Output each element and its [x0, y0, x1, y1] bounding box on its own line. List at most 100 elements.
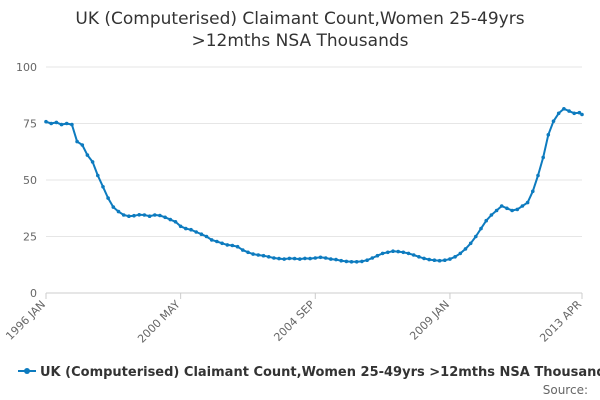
data-point: [417, 254, 421, 259]
data-point: [215, 239, 219, 244]
data-point: [272, 256, 276, 260]
data-point: [580, 112, 584, 117]
data-point: [194, 230, 198, 234]
data-point: [479, 226, 483, 231]
data-point: [292, 256, 297, 261]
gridlines: [46, 66, 582, 237]
data-point: [499, 204, 504, 208]
data-point: [121, 213, 126, 217]
data-point: [448, 257, 452, 261]
data-point: [49, 121, 53, 126]
data-point: [510, 208, 514, 213]
data-point: [380, 251, 385, 256]
data-point: [531, 189, 535, 194]
data-point: [163, 215, 167, 220]
data-point: [106, 196, 110, 200]
data-point: [375, 253, 380, 258]
data-point: [443, 258, 447, 263]
data-point: [251, 252, 255, 256]
legend[interactable]: UK (Computerised) Claimant Count,Women 2…: [18, 365, 600, 380]
data-point: [494, 208, 499, 213]
data-point: [54, 120, 59, 125]
data-point: [572, 111, 576, 116]
data-point: [116, 209, 121, 214]
data-point: [334, 257, 338, 262]
data-point: [90, 160, 95, 164]
legend-marker-swatch: [24, 368, 30, 374]
data-point: [241, 248, 245, 252]
y-tick-label: 100: [16, 61, 37, 74]
data-point: [318, 255, 323, 260]
data-point: [85, 153, 90, 157]
data-point: [132, 213, 136, 218]
data-point: [396, 249, 401, 254]
data-point: [153, 213, 157, 217]
data-point: [556, 111, 561, 116]
data-point: [96, 173, 100, 178]
data-point: [298, 257, 302, 261]
data-point: [173, 220, 178, 224]
data-point: [354, 260, 359, 264]
x-tick-label: 2000 MAY: [135, 298, 183, 346]
data-point: [427, 257, 432, 262]
data-point: [567, 109, 571, 113]
data-point: [370, 256, 375, 260]
series-line: [45, 107, 583, 263]
data-point: [365, 258, 369, 263]
data-point: [520, 204, 525, 208]
x-axis-ticks: 1996 JAN 2000 MAY 2004 SEP 2009 JAN 2013 APR: [3, 293, 584, 346]
data-point: [386, 250, 390, 255]
data-point: [204, 234, 209, 239]
data-point: [360, 259, 364, 264]
chart-title-line-1: UK (Computerised) Claimant Count,Women 2…: [75, 9, 524, 29]
data-point: [489, 213, 494, 217]
data-point: [220, 241, 224, 246]
y-axis-ticks: 0 25 50 75 100: [16, 61, 37, 300]
data-point: [422, 256, 426, 261]
data-point: [184, 226, 188, 231]
data-point: [323, 256, 328, 260]
data-point: [287, 256, 292, 261]
x-tick-label: 2009 JAN: [407, 298, 452, 343]
y-tick-label: 50: [23, 174, 37, 187]
data-point: [349, 260, 354, 264]
data-point: [44, 119, 48, 124]
data-point: [178, 224, 183, 229]
data-point: [70, 122, 74, 127]
data-point: [401, 250, 406, 255]
data-point: [209, 238, 214, 242]
data-point: [391, 249, 395, 253]
data-point: [308, 256, 312, 261]
data-point: [64, 121, 69, 126]
data-point: [551, 119, 556, 123]
x-tick-label: 1996 JAN: [3, 298, 48, 343]
data-point: [313, 256, 318, 260]
data-point: [458, 251, 463, 256]
data-point: [168, 217, 173, 222]
data-point: [329, 257, 333, 261]
data-point: [261, 253, 266, 258]
data-point: [282, 257, 287, 261]
y-tick-label: 0: [30, 287, 37, 300]
data-point: [59, 122, 64, 127]
chart-title-line-2: >12mths NSA Thousands: [191, 31, 408, 51]
data-point: [137, 213, 141, 217]
data-point: [189, 227, 193, 232]
data-point: [468, 241, 473, 246]
x-tick-label: 2013 APR: [537, 298, 584, 345]
data-point: [536, 173, 540, 178]
data-point: [256, 253, 261, 257]
data-point: [453, 254, 457, 259]
data-point: [111, 205, 116, 209]
data-point: [225, 243, 230, 247]
data-point: [541, 155, 545, 160]
data-point: [437, 258, 442, 263]
x-tick-label: 2004 SEP: [271, 298, 317, 344]
data-point: [515, 207, 520, 212]
data-point: [80, 143, 85, 147]
data-point: [406, 251, 411, 256]
data-point: [246, 250, 250, 255]
data-point: [546, 133, 551, 137]
data-point: [432, 258, 437, 263]
data-point: [484, 218, 489, 223]
